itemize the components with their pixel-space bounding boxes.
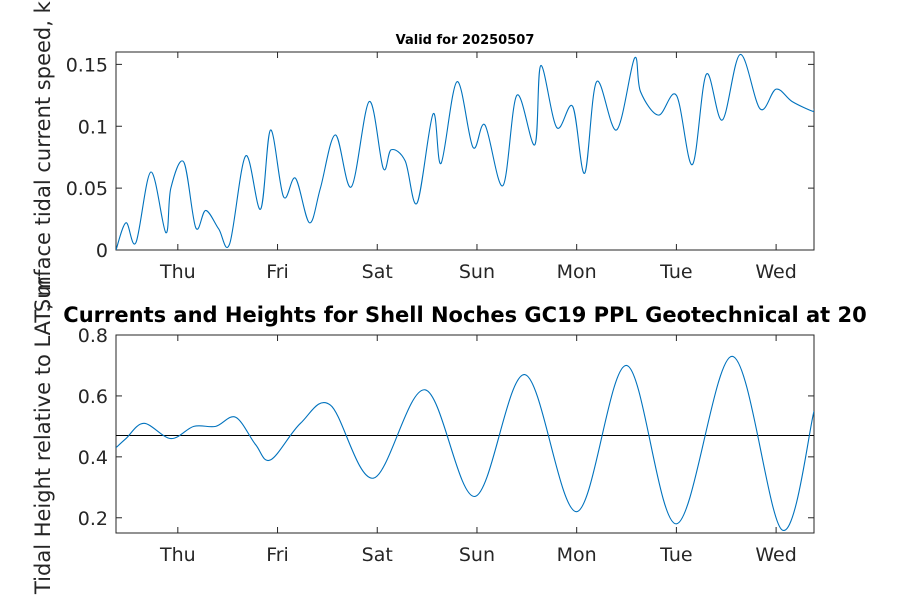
height-ytick-label: 0.6 (78, 386, 108, 408)
speed-axes-box (115, 51, 815, 251)
speed-ytick-label: 0 (96, 240, 108, 262)
speed-ytick-label: 0.15 (66, 54, 108, 76)
height-chart: Currents and Heights for Shell Noches GC… (63, 303, 866, 566)
height-chart-title: Currents and Heights for Shell Noches GC… (63, 303, 866, 327)
height-xtick-label: Wed (755, 544, 796, 566)
speed-xtick-label: Sun (459, 261, 495, 283)
speed-ytick-label: 0.05 (66, 178, 108, 200)
speed-xtick-label: Wed (755, 261, 796, 283)
speed-chart-title: Valid for 20250507 (396, 33, 535, 48)
height-xtick-label: Fri (266, 544, 289, 566)
speed-chart: Valid for 20250507 0 0.05 0.1 0.15 Thu Fri Sat… (66, 33, 815, 283)
speed-series-line (116, 53, 814, 250)
height-series-line (116, 355, 814, 531)
height-axes-box (115, 334, 815, 534)
height-ytick-label: 0.4 (78, 447, 108, 469)
speed-xtick-label: Tue (659, 261, 692, 283)
height-xtick-label: Sun (459, 544, 495, 566)
height-xtick-label: Sat (362, 544, 393, 566)
speed-xtick-label: Mon (557, 261, 597, 283)
height-xtick-label: Tue (659, 544, 692, 566)
speed-xtick-label: Sat (362, 261, 393, 283)
height-ytick-label: 0.2 (78, 508, 108, 530)
height-xtick-label: Thu (159, 544, 196, 566)
height-xtick-label: Mon (557, 544, 597, 566)
speed-chart-ylabel: Surface tidal current speed, kn (31, 0, 55, 312)
height-ytick-label: 0.8 (78, 325, 108, 347)
speed-xtick-label: Fri (266, 261, 289, 283)
speed-ytick-label: 0.1 (78, 116, 108, 138)
height-chart-ylabel: Tidal Height relative to LAT, m (31, 276, 55, 595)
speed-xtick-label: Thu (159, 261, 196, 283)
